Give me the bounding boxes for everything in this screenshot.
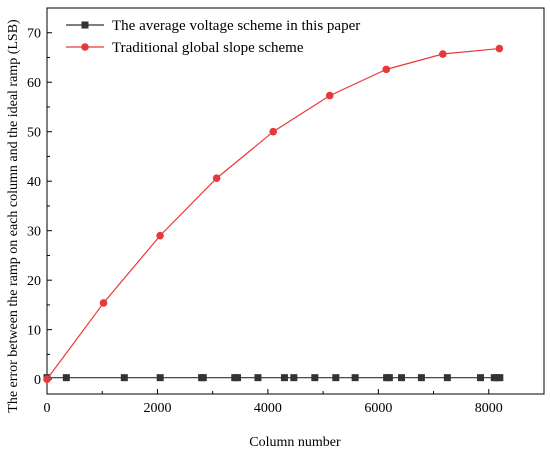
- y-tick-label: 40: [27, 175, 41, 190]
- x-tick-label: 8000: [475, 401, 503, 416]
- plot-frame: [46, 7, 545, 395]
- y-tick-label: 60: [27, 76, 41, 91]
- x-tick-label: 4000: [254, 401, 282, 416]
- legend-label-0: The average voltage scheme in this paper: [112, 18, 360, 34]
- data-point-circle: [439, 50, 447, 58]
- data-point-square: [199, 374, 207, 382]
- y-tick-label: 30: [27, 225, 41, 240]
- x-tick-label: 2000: [143, 401, 171, 416]
- legend-marker-circle: [81, 43, 89, 51]
- data-point-square: [311, 374, 319, 382]
- data-point-square: [351, 374, 359, 382]
- data-point-circle: [382, 65, 391, 74]
- data-point-square: [234, 374, 242, 382]
- data-point-circle: [495, 44, 504, 53]
- legend-label-1: Traditional global slope scheme: [112, 40, 304, 56]
- y-axis: 0 10 20 30 40 50 60 70: [27, 27, 52, 388]
- x-axis-label: Column number: [249, 435, 341, 450]
- y-tick-label: 10: [27, 324, 41, 339]
- data-point-square: [417, 374, 425, 382]
- x-axis: 0 2000 4000 6000 8000: [44, 389, 503, 416]
- y-tick-label: 0: [34, 373, 41, 388]
- data-point-square: [476, 374, 484, 382]
- data-point-square: [332, 374, 340, 382]
- data-point-square: [443, 374, 451, 382]
- data-point-square: [156, 374, 164, 382]
- y-tick-label: 50: [27, 126, 41, 141]
- data-point-square: [280, 374, 288, 382]
- y-axis-label: The error between the ramp on each colum…: [6, 19, 21, 413]
- series-line-1: [46, 47, 500, 380]
- data-point-square: [290, 374, 298, 382]
- legend-marker-square: [81, 21, 89, 29]
- data-point-square: [385, 374, 393, 382]
- data-point-circle: [325, 91, 334, 100]
- data-point-square: [398, 374, 406, 382]
- data-point-circle: [156, 231, 164, 240]
- x-tick-label: 0: [44, 401, 51, 416]
- data-point-circle: [99, 299, 108, 307]
- legend: The average voltage scheme in this paper…: [66, 18, 360, 56]
- y-tick-label: 70: [27, 27, 41, 42]
- data-point-square: [254, 374, 262, 382]
- x-tick-label: 6000: [364, 401, 392, 416]
- series-layer: [43, 44, 504, 383]
- data-point-square: [496, 374, 504, 382]
- data-point-circle: [43, 375, 51, 383]
- data-point-circle: [212, 174, 221, 183]
- y-tick-label: 20: [27, 274, 41, 289]
- data-point-square: [62, 374, 70, 382]
- data-point-square: [120, 374, 128, 382]
- data-point-circle: [269, 127, 277, 136]
